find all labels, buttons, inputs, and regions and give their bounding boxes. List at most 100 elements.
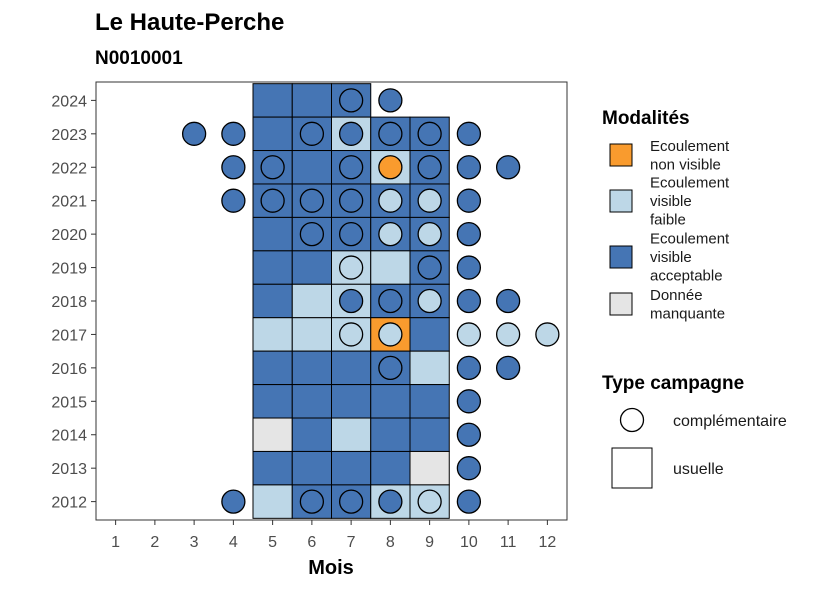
tile-2014-6 [291, 417, 332, 452]
tile-2020-5 [252, 216, 293, 252]
point-2023-8 [378, 121, 403, 146]
legend-key-square [611, 447, 653, 489]
legend-label-faible: visible [650, 193, 692, 210]
points-layer [181, 88, 560, 514]
x-tick-label-12: 12 [538, 534, 556, 551]
tiles-layer [252, 83, 450, 519]
tile-2016-7 [331, 350, 372, 386]
point-2017-8 [378, 322, 403, 347]
tile-2016-6 [291, 350, 332, 386]
point-2021-7 [338, 188, 364, 213]
legend-modalites-title: Modalités [602, 108, 690, 129]
tile-2018-5 [252, 283, 293, 319]
point-2021-10 [456, 188, 482, 213]
point-2021-9 [417, 188, 442, 213]
point-2023-6 [299, 121, 325, 146]
point-2023-7 [338, 121, 364, 146]
tile-2015-7 [331, 384, 372, 419]
tile-2015-9 [409, 384, 450, 419]
x-axis-title: Mois [308, 557, 354, 579]
point-2021-4 [221, 188, 246, 213]
point-2023-4 [221, 121, 246, 146]
y-tick-label-2016: 2016 [51, 361, 87, 378]
x-tick-label-2: 2 [150, 534, 159, 551]
point-2016-10 [456, 355, 482, 381]
point-2017-11 [495, 322, 521, 347]
legend-label-non_visible: non visible [650, 156, 721, 173]
tile-2017-9 [409, 317, 450, 352]
tile-2019-8 [370, 250, 411, 285]
y-tick-label-2017: 2017 [51, 327, 87, 344]
y-tick-label-2019: 2019 [51, 261, 87, 278]
tile-2013-7 [331, 450, 372, 486]
point-2021-6 [299, 188, 325, 213]
legend-label-circle: complémentaire [673, 413, 787, 430]
y-tick-label-2012: 2012 [51, 495, 87, 512]
tile-2016-9 [409, 350, 450, 386]
y-tick-label-2021: 2021 [51, 194, 87, 211]
legend-campagne-title: Type campagne [602, 373, 744, 394]
point-2017-12 [535, 322, 560, 347]
tile-2017-6 [291, 317, 332, 352]
tile-2014-8 [370, 417, 411, 452]
tile-2023-5 [252, 116, 293, 152]
legend-key-non_visible [609, 143, 633, 167]
point-2024-8 [378, 88, 403, 113]
x-axis: 1 2 3 4 5 6 7 8 9 10 11 12 [111, 520, 556, 551]
point-2020-7 [338, 221, 364, 247]
point-2013-10 [456, 456, 482, 481]
legend-key-acceptable [609, 245, 633, 269]
x-tick-label-4: 4 [229, 534, 238, 551]
point-2016-8 [378, 355, 403, 381]
tile-2019-6 [291, 250, 332, 285]
y-tick-label-2015: 2015 [51, 394, 87, 411]
y-tick-label-2018: 2018 [51, 294, 87, 311]
point-2022-8 [378, 155, 403, 180]
point-2020-10 [456, 221, 482, 247]
tile-2015-5 [252, 384, 293, 419]
point-2017-7 [338, 322, 364, 347]
point-2020-9 [417, 221, 442, 247]
chart-title: Le Haute-Perche [95, 9, 284, 36]
point-2023-9 [417, 121, 442, 146]
point-2021-5 [260, 188, 285, 213]
tile-2013-8 [370, 450, 411, 486]
x-tick-label-9: 9 [425, 534, 434, 551]
y-tick-label-2024: 2024 [51, 93, 87, 110]
point-2022-4 [221, 155, 246, 180]
y-tick-label-2014: 2014 [51, 428, 87, 445]
tile-2014-5 [252, 417, 293, 452]
point-2020-6 [299, 221, 325, 247]
tile-2012-5 [252, 484, 293, 519]
tile-2014-9 [409, 417, 450, 452]
y-axis: 2012 2013 2014 2015 2016 2017 2018 2019 2020 2021… [51, 93, 96, 512]
legend-label-non_visible: Ecoulement [650, 138, 730, 155]
point-2015-10 [456, 389, 482, 414]
legend-key-circle [619, 407, 645, 433]
point-2018-11 [495, 288, 521, 314]
point-2014-10 [456, 422, 482, 447]
tile-2018-6 [291, 283, 332, 319]
point-2022-7 [338, 155, 364, 180]
point-2020-8 [378, 221, 403, 247]
tile-2024-5 [252, 83, 293, 118]
point-2018-8 [378, 288, 403, 314]
point-2022-5 [260, 155, 285, 180]
legend-label-manquante: Donnée [650, 287, 703, 304]
legend-label-acceptable: acceptable [650, 268, 723, 285]
point-2022-9 [417, 155, 442, 180]
point-2012-10 [456, 489, 482, 514]
point-2012-6 [299, 489, 325, 514]
point-2022-10 [456, 155, 482, 180]
point-2012-4 [221, 489, 246, 514]
tile-2016-5 [252, 350, 293, 386]
point-2024-7 [338, 88, 364, 113]
point-2018-7 [338, 288, 364, 314]
legend-label-faible: Ecoulement [650, 175, 730, 192]
tile-2022-6 [291, 150, 332, 185]
point-2012-8 [378, 489, 403, 514]
legend-key-faible [609, 189, 633, 213]
x-tick-label-5: 5 [268, 534, 277, 551]
